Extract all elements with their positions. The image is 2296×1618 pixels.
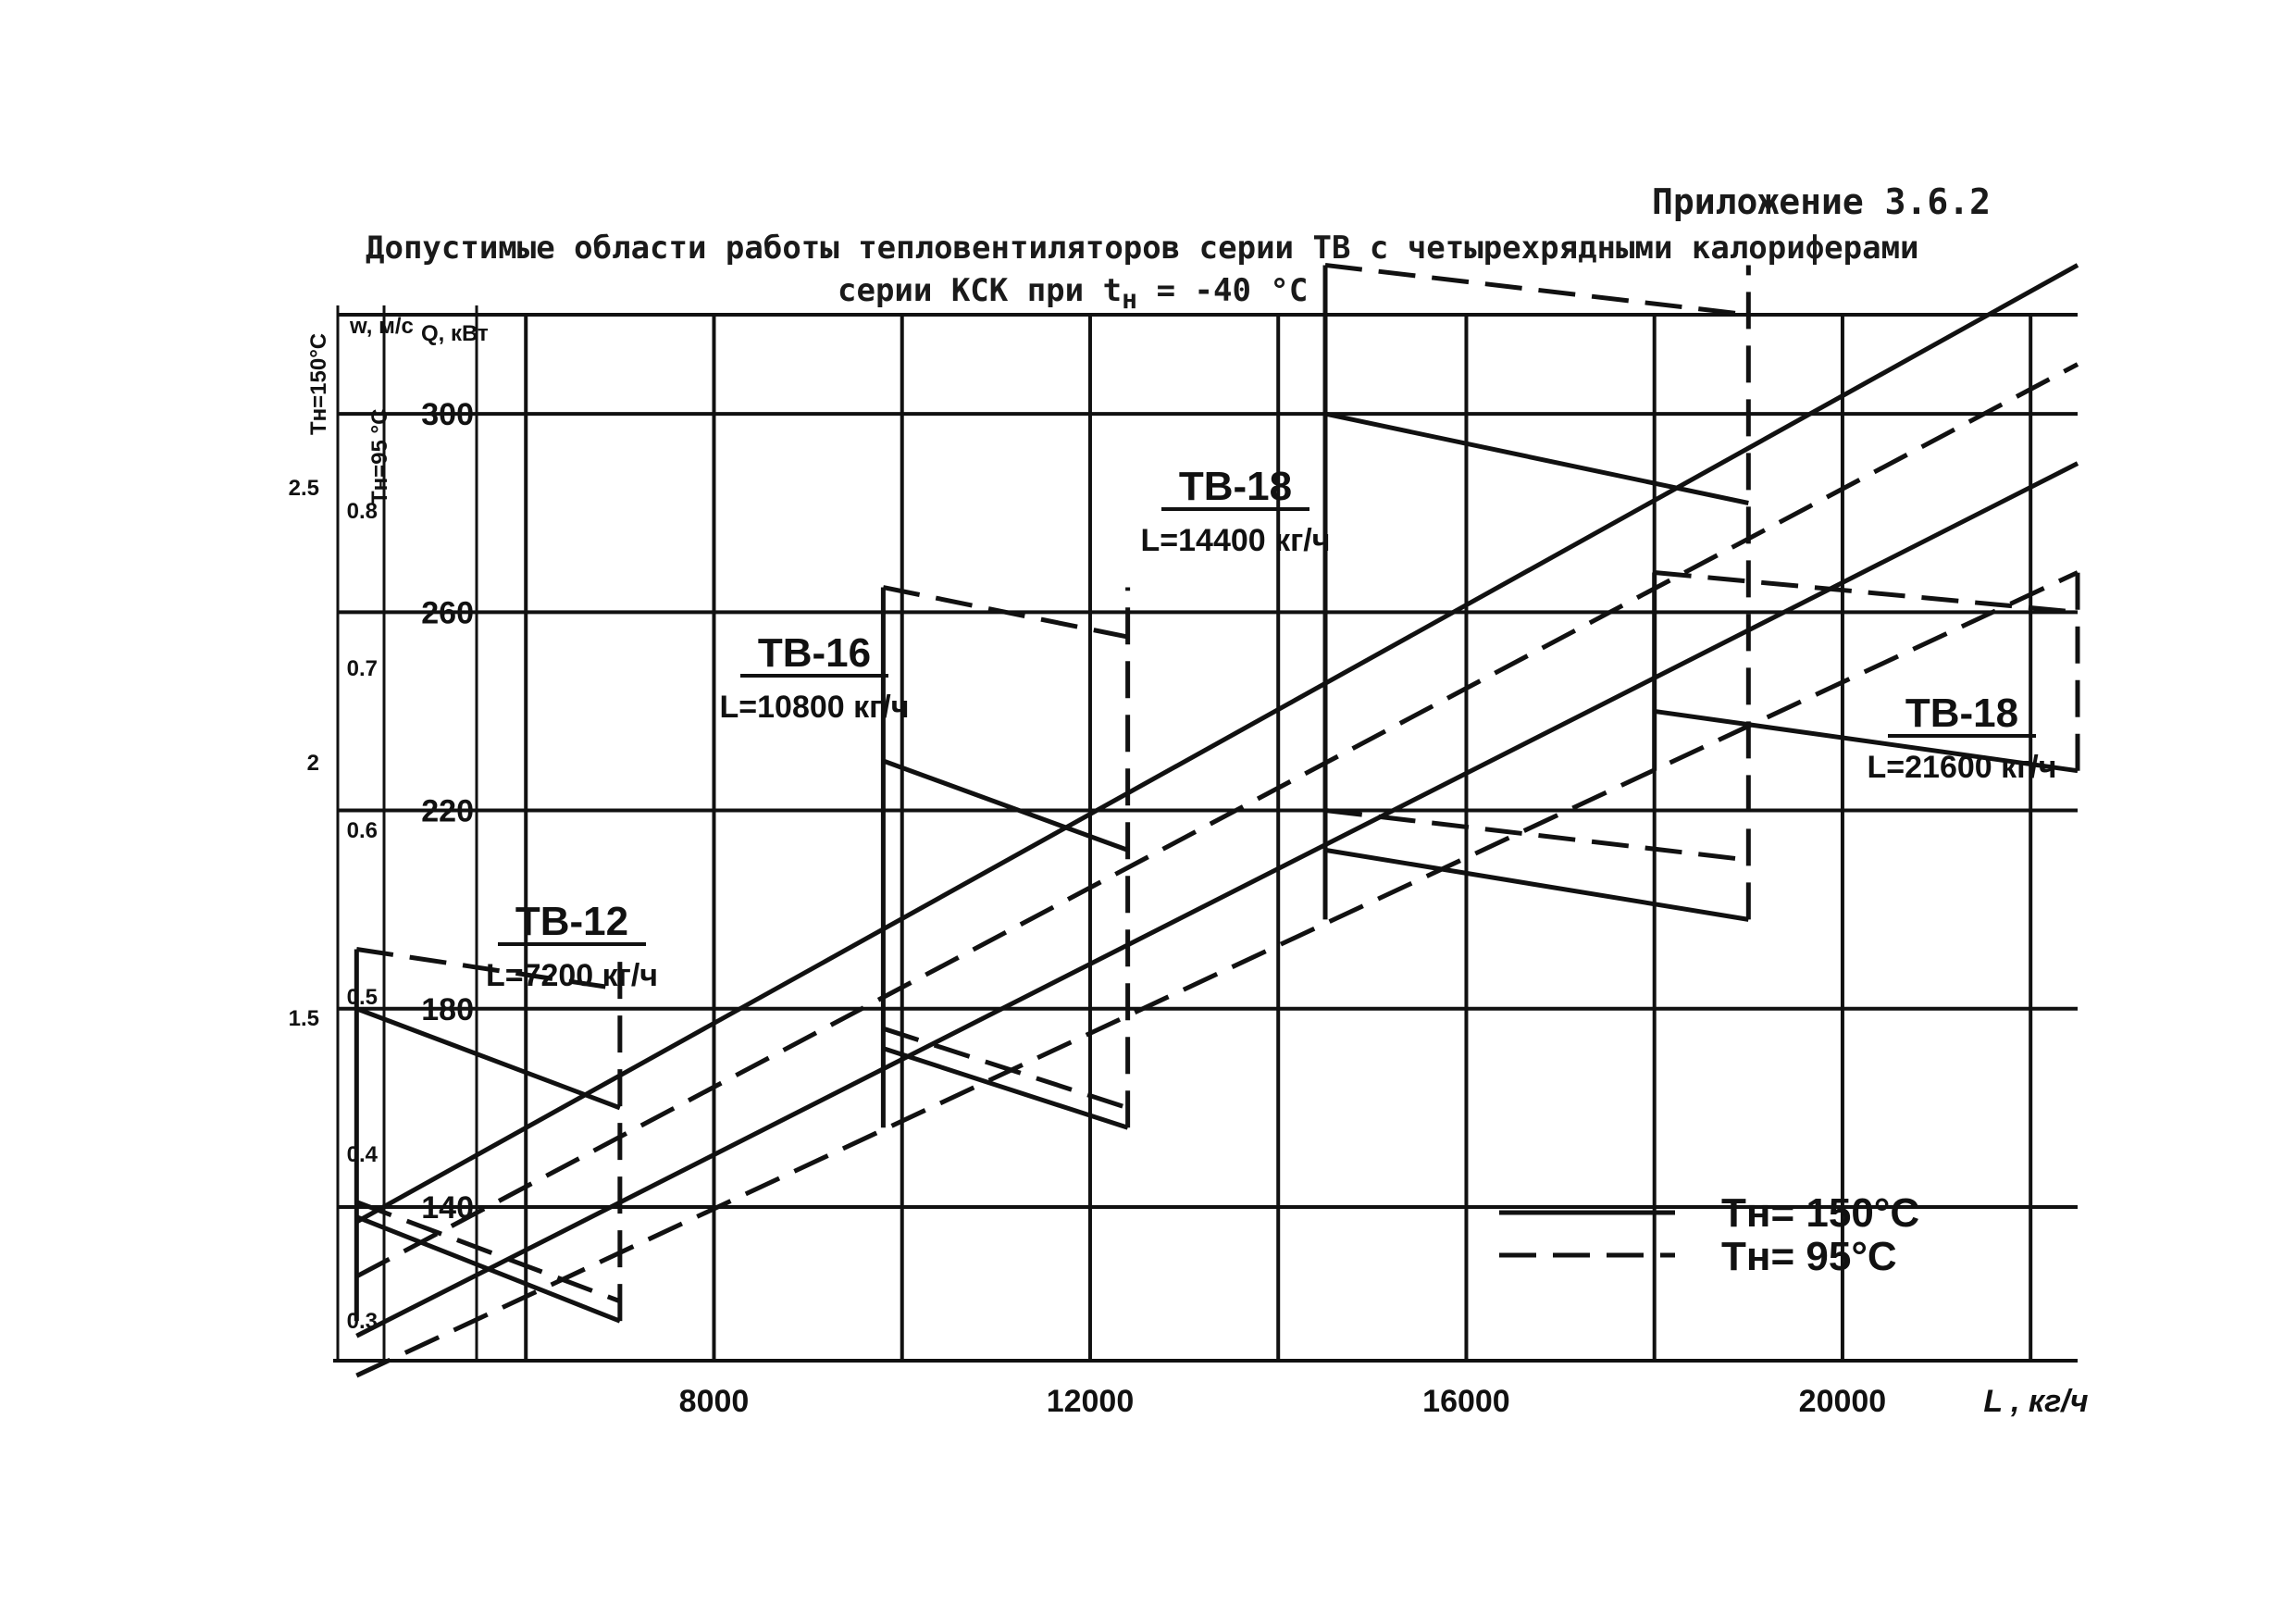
th150-tick-label: 2.5 — [289, 476, 319, 501]
legend-dashed-label: Tн= 95°С — [1721, 1234, 1897, 1279]
q-axis-label: Q, кВт — [421, 321, 489, 346]
region-edge — [882, 1026, 1129, 1111]
x-tick-label: 20000 — [1799, 1384, 1887, 1419]
series-line-dashed — [355, 570, 2079, 1378]
region-sublabel: L=14400 кг/ч — [1141, 523, 1331, 558]
axes — [333, 305, 2078, 1363]
region-edge — [1324, 411, 1749, 505]
region-edge — [355, 947, 621, 991]
th150-tick-label: 1.5 — [289, 1006, 319, 1031]
th95-axis-label: Tн=95 °С — [367, 409, 392, 504]
w-axis-label: w, м/с — [349, 314, 414, 339]
series-line-solid — [355, 461, 2079, 1338]
x-axis-label: L , кг/ч — [1983, 1384, 2088, 1419]
appendix-label: Приложение 3.6.2 — [1651, 181, 1991, 222]
title-line2-text: серии КСК при t — [838, 272, 1123, 309]
region-edge — [1324, 847, 1749, 922]
region-sublabel: L=10800 кг/ч — [720, 690, 910, 725]
region-edge — [1654, 569, 2079, 615]
region-label: ТВ-16 — [758, 630, 871, 676]
q-tick-label: 300 — [421, 397, 474, 432]
region-sublabel: L=21600 кг/ч — [1868, 750, 2057, 785]
region-edge — [1324, 262, 1749, 317]
w-tick-label: 0.5 — [347, 985, 378, 1010]
region-edge — [1324, 808, 1749, 863]
region-edge — [355, 1214, 621, 1324]
series-line-solid — [355, 263, 2079, 1225]
q-tick-label: 220 — [421, 794, 474, 829]
region-label: ТВ-18 — [1905, 691, 2018, 736]
region-sublabel: L=7200 кг/ч — [486, 958, 658, 993]
chart-title-line1: Допустимые области работы тепловентилято… — [366, 230, 1919, 267]
w-tick-label: 0.8 — [347, 499, 378, 524]
legend-solid-label: Tн= 150°С — [1721, 1190, 1919, 1236]
th150-axis-label: Tн=150°С — [306, 333, 331, 435]
series-lines — [355, 263, 2079, 1378]
q-tick-label: 140 — [421, 1190, 474, 1226]
w-tick-label: 0.6 — [347, 818, 378, 843]
title-subscript: н — [1122, 283, 1138, 315]
w-tick-label: 0.7 — [347, 656, 378, 681]
region-edge — [882, 585, 1129, 640]
th150-tick-label: 2 — [307, 751, 319, 776]
x-tick-label: 16000 — [1422, 1384, 1510, 1419]
q-tick-label: 180 — [421, 992, 474, 1027]
w-tick-label: 0.4 — [347, 1142, 379, 1167]
x-tick-label: 8000 — [679, 1384, 750, 1419]
region-edge — [882, 758, 1129, 853]
w-tick-label: 0.3 — [347, 1309, 378, 1334]
region-edge — [355, 1006, 621, 1111]
region-edge — [1654, 708, 2079, 774]
q-tick-label: 260 — [421, 595, 474, 630]
x-tick-label: 12000 — [1047, 1384, 1135, 1419]
regions — [354, 262, 2080, 1324]
region-edge — [882, 1046, 1129, 1130]
chart-title-line2: серии КСК при tн = -40 °С — [838, 272, 1308, 315]
region-edge — [355, 1200, 621, 1304]
region-label: ТВ-12 — [515, 899, 628, 944]
title-tail: = -40 °С — [1137, 272, 1309, 309]
region-label: ТВ-18 — [1179, 464, 1292, 509]
series-line-dashed — [355, 362, 2079, 1279]
labels: 8000 12000 16000 20000 L , кг/ч 140 180 220 260 3… — [289, 314, 2089, 1419]
